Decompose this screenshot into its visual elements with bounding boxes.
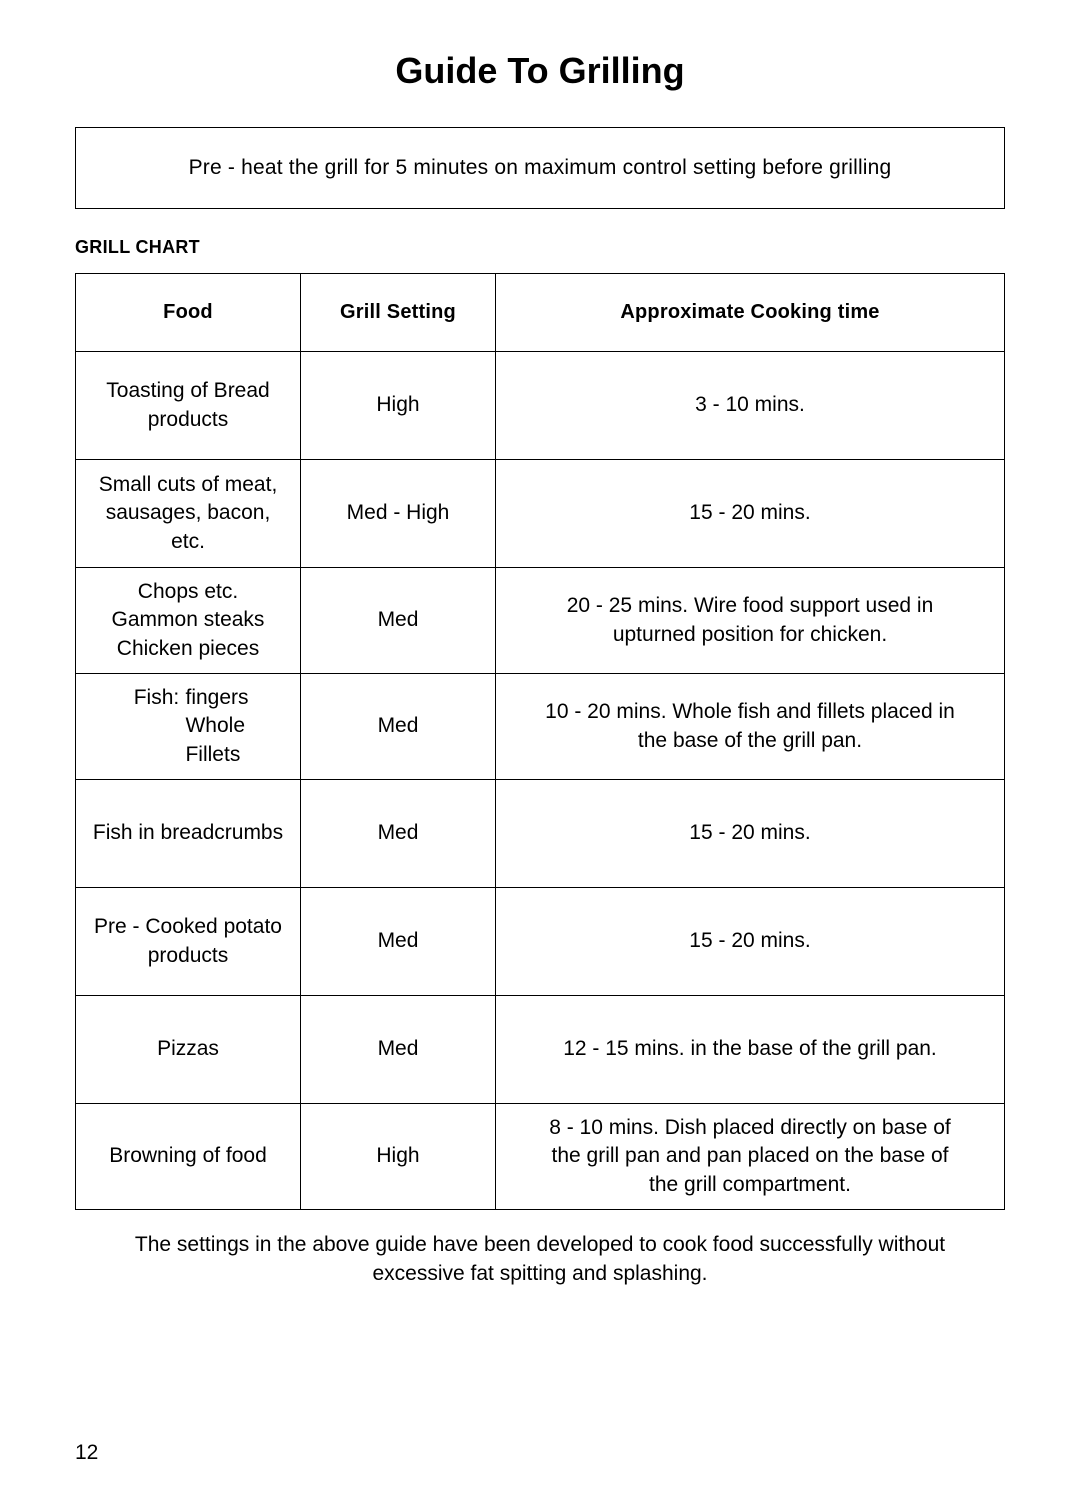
footer-note-line: The settings in the above guide have bee…	[135, 1233, 945, 1256]
food-line: Pre - Cooked potato	[94, 915, 282, 938]
time-line: 10 - 20 mins. Whole fish and fillets pla…	[545, 700, 955, 723]
time-line: the base of the grill pan.	[638, 729, 862, 752]
food-line: products	[148, 408, 229, 431]
food-cell: Chops etc. Gammon steaks Chicken pieces	[76, 568, 301, 674]
food-line: Whole	[185, 714, 245, 737]
document-page: Guide To Grilling Pre - heat the grill f…	[0, 0, 1080, 1511]
setting-cell: Med - High	[301, 460, 496, 568]
table-row: Small cuts of meat, sausages, bacon, etc…	[76, 460, 1005, 568]
food-line: Small cuts of meat,	[99, 473, 278, 496]
time-cell: 8 - 10 mins. Dish placed directly on bas…	[496, 1104, 1005, 1210]
time-cell: 10 - 20 mins. Whole fish and fillets pla…	[496, 674, 1005, 780]
grill-chart-table: Food Grill Setting Approximate Cooking t…	[75, 273, 1005, 1210]
setting-cell: Med	[301, 568, 496, 674]
time-cell: 15 - 20 mins.	[496, 780, 1005, 888]
table-row: Browning of food High 8 - 10 mins. Dish …	[76, 1104, 1005, 1210]
table-row: Chops etc. Gammon steaks Chicken pieces …	[76, 568, 1005, 674]
food-line: Toasting of Bread	[106, 379, 269, 402]
food-cell: Small cuts of meat, sausages, bacon, etc…	[76, 460, 301, 568]
time-cell: 3 - 10 mins.	[496, 352, 1005, 460]
col-header-food: Food	[76, 274, 301, 352]
time-line: 3 - 10 mins.	[695, 393, 805, 416]
preheat-note-box: Pre - heat the grill for 5 minutes on ma…	[75, 127, 1005, 209]
time-line: upturned position for chicken.	[613, 623, 887, 646]
fish-prefix: Fish:	[127, 684, 185, 712]
time-line: 8 - 10 mins. Dish placed directly on bas…	[549, 1116, 951, 1139]
food-cell: Fish:fingers Whole Fillets	[76, 674, 301, 780]
time-cell: 15 - 20 mins.	[496, 888, 1005, 996]
time-line: 15 - 20 mins.	[689, 501, 810, 524]
time-line: 20 - 25 mins. Wire food support used in	[567, 594, 934, 617]
time-line: the grill pan and pan placed on the base…	[552, 1144, 949, 1167]
setting-cell: Med	[301, 888, 496, 996]
time-line: the grill compartment.	[649, 1173, 851, 1196]
preheat-note-text: Pre - heat the grill for 5 minutes on ma…	[189, 156, 892, 179]
page-number: 12	[75, 1441, 98, 1465]
time-cell: 12 - 15 mins. in the base of the grill p…	[496, 996, 1005, 1104]
food-cell: Fish in breadcrumbs	[76, 780, 301, 888]
food-cell: Browning of food	[76, 1104, 301, 1210]
setting-cell: Med	[301, 780, 496, 888]
food-line: Chicken pieces	[117, 637, 259, 660]
col-header-time: Approximate Cooking time	[496, 274, 1005, 352]
time-cell: 15 - 20 mins.	[496, 460, 1005, 568]
footer-note-line: excessive fat spitting and splashing.	[372, 1262, 707, 1285]
food-line: Gammon steaks	[112, 608, 265, 631]
food-line: products	[148, 944, 229, 967]
food-line: Chops etc.	[138, 580, 238, 603]
footer-note: The settings in the above guide have bee…	[75, 1230, 1005, 1289]
food-line: Fillets	[185, 743, 240, 766]
food-cell: Pizzas	[76, 996, 301, 1104]
food-line: fingers	[185, 686, 248, 709]
page-title: Guide To Grilling	[75, 50, 1005, 92]
table-header-row: Food Grill Setting Approximate Cooking t…	[76, 274, 1005, 352]
table-row: Pizzas Med 12 - 15 mins. in the base of …	[76, 996, 1005, 1104]
food-cell: Pre - Cooked potato products	[76, 888, 301, 996]
time-cell: 20 - 25 mins. Wire food support used in …	[496, 568, 1005, 674]
time-line: 12 - 15 mins. in the base of the grill p…	[563, 1037, 937, 1060]
time-line: 15 - 20 mins.	[689, 821, 810, 844]
setting-cell: High	[301, 1104, 496, 1210]
setting-cell: High	[301, 352, 496, 460]
setting-cell: Med	[301, 996, 496, 1104]
time-line: 15 - 20 mins.	[689, 929, 810, 952]
table-row: Toasting of Bread products High 3 - 10 m…	[76, 352, 1005, 460]
food-cell: Toasting of Bread products	[76, 352, 301, 460]
table-row: Fish:fingers Whole Fillets Med 10 - 20 min…	[76, 674, 1005, 780]
table-row: Pre - Cooked potato products Med 15 - 20…	[76, 888, 1005, 996]
grill-chart-label: GRILL CHART	[75, 237, 1005, 258]
table-row: Fish in breadcrumbs Med 15 - 20 mins.	[76, 780, 1005, 888]
fish-types: fingers Whole Fillets	[185, 684, 248, 769]
food-line: sausages, bacon, etc.	[106, 501, 271, 552]
setting-cell: Med	[301, 674, 496, 780]
col-header-setting: Grill Setting	[301, 274, 496, 352]
